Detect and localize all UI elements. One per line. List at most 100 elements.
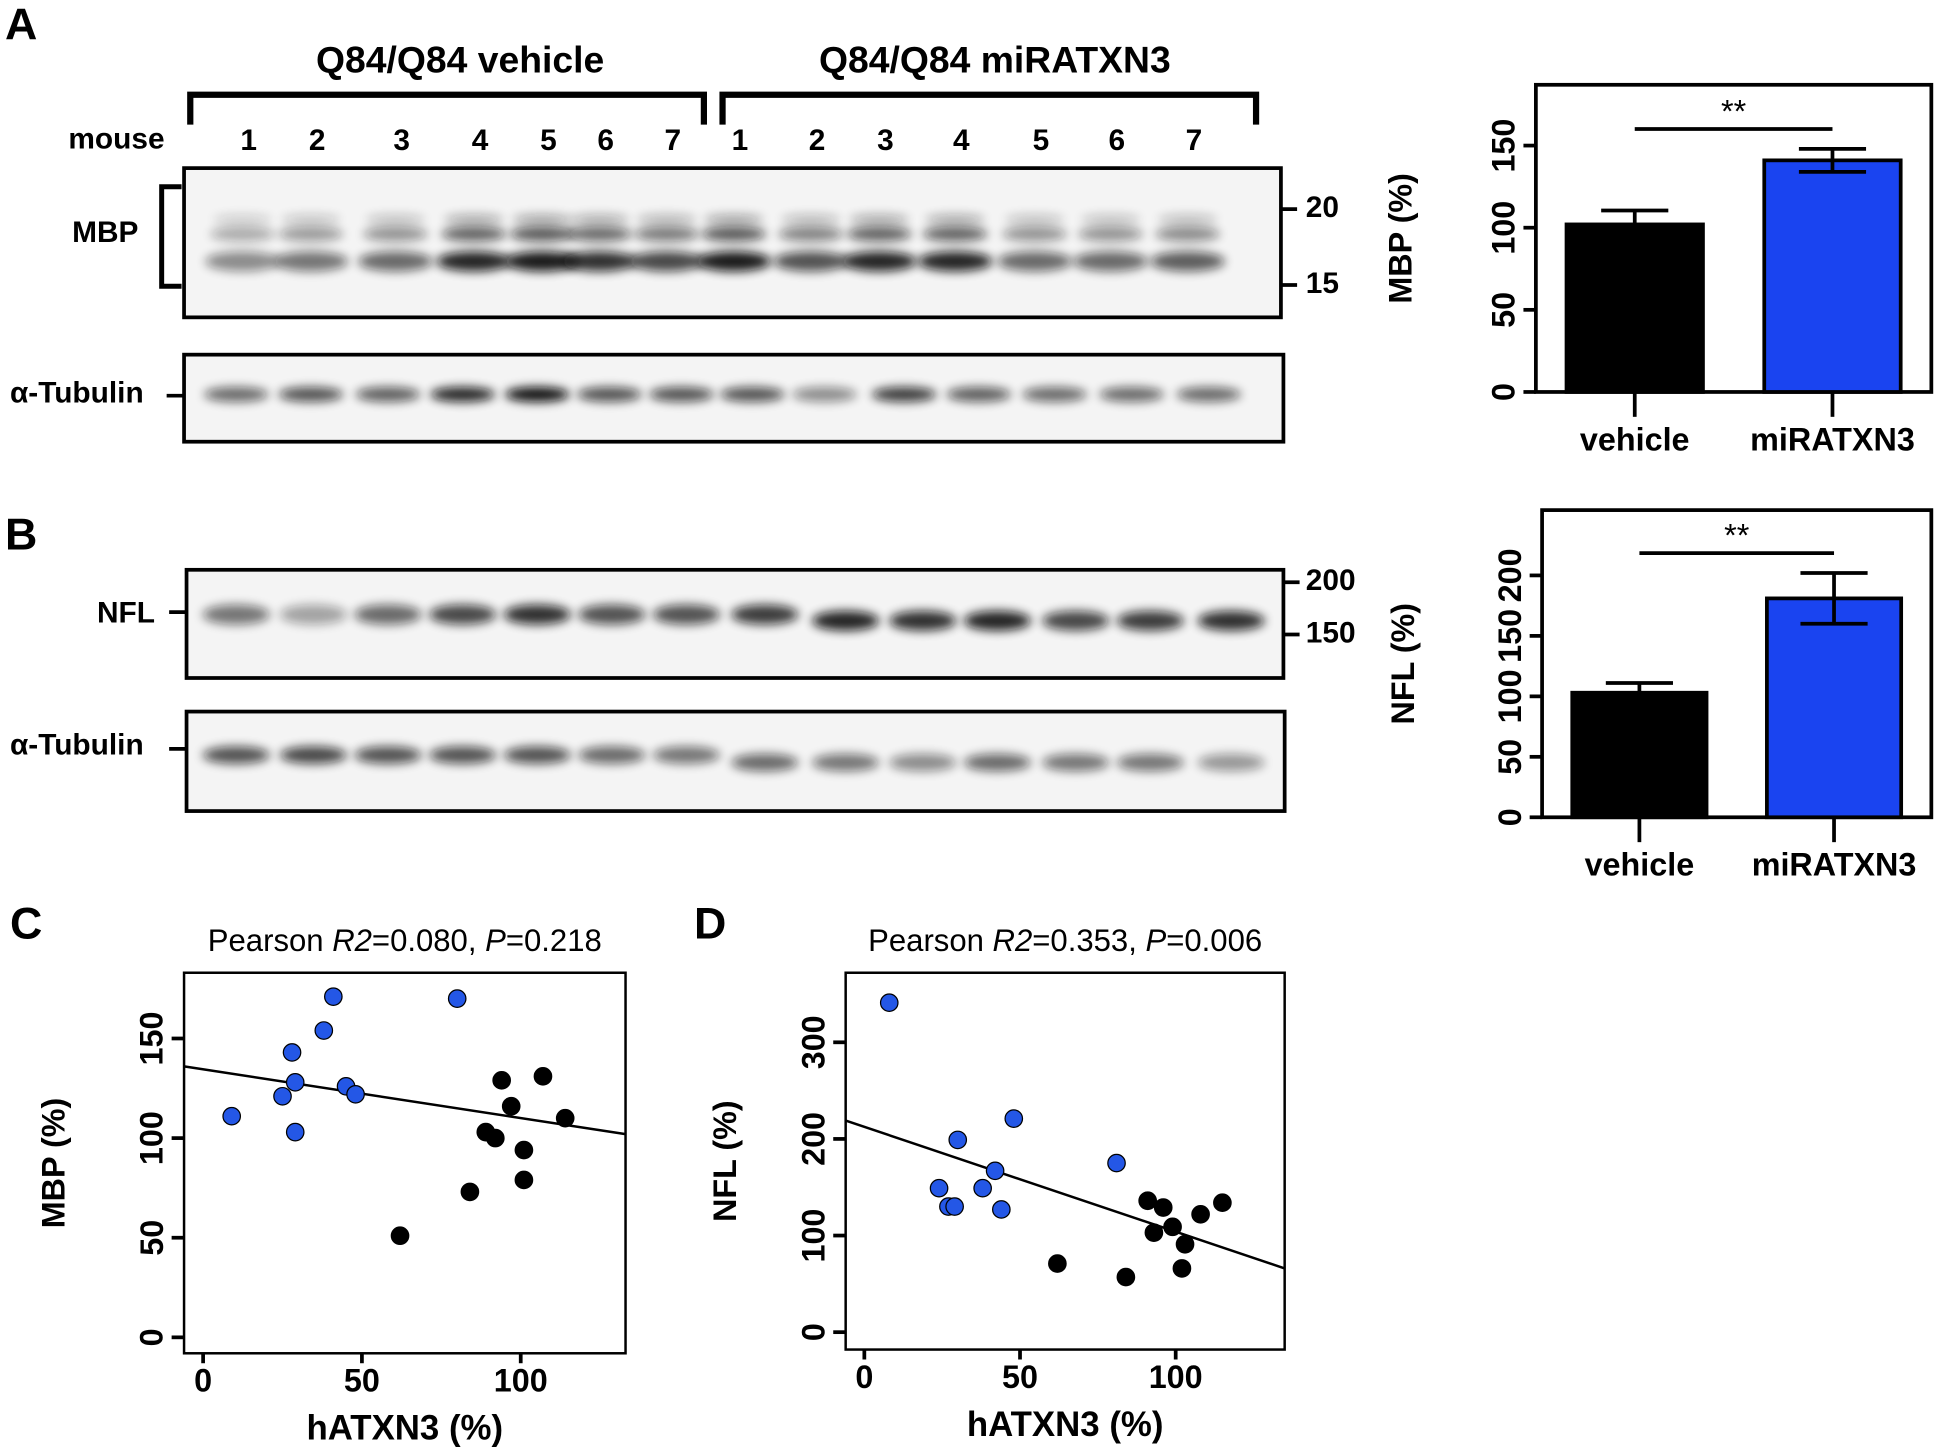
blot-band — [504, 386, 570, 402]
error-bar — [1800, 571, 1868, 626]
blot-band — [922, 226, 988, 242]
lane-label: 3 — [877, 124, 894, 157]
blot-band — [355, 386, 421, 402]
blot-band — [696, 251, 772, 272]
annotation-part: =0.353, — [1032, 923, 1145, 958]
blot-band — [649, 386, 714, 402]
blot-band — [1080, 214, 1141, 225]
blot-label: MBP — [72, 216, 138, 249]
y-tick-label: 50 — [134, 1220, 170, 1256]
blot-band — [1116, 753, 1184, 772]
y-axis-label: NFL (%) — [707, 1100, 743, 1222]
point — [1116, 1267, 1136, 1287]
marker-label: 200 — [1306, 564, 1356, 597]
y-tick-label: 100 — [1492, 669, 1528, 723]
point — [514, 1140, 534, 1160]
marker-label: 150 — [1306, 616, 1356, 649]
blot-band — [1004, 214, 1065, 225]
blot-band — [578, 746, 646, 764]
blot-band — [889, 610, 957, 631]
y-tick-label: 0 — [1486, 383, 1522, 401]
blot-band — [365, 214, 426, 225]
fit-line — [845, 1119, 1286, 1270]
lane-label: 5 — [540, 124, 557, 157]
bar — [1765, 596, 1904, 820]
point — [273, 1086, 292, 1106]
point — [985, 1161, 1005, 1181]
blot-band — [1197, 610, 1265, 631]
blot-band — [202, 604, 270, 625]
y-tick-label: 150 — [1492, 609, 1528, 663]
lane-label: 7 — [665, 124, 682, 157]
y-axis-label: MBP (%) — [36, 1098, 72, 1229]
y-axis-label: NFL (%) — [1385, 603, 1421, 725]
blot-band — [963, 610, 1031, 631]
blot-band — [577, 386, 642, 402]
marker-label: 20 — [1306, 191, 1339, 224]
y-tick-label: 0 — [795, 1323, 831, 1341]
lane-label: 6 — [1108, 124, 1125, 157]
point — [1175, 1234, 1195, 1254]
blot-band — [354, 604, 422, 625]
y-tick-label: 100 — [1486, 201, 1522, 255]
group-bracket — [719, 91, 1260, 125]
blot-band — [281, 214, 341, 225]
point — [992, 1200, 1011, 1219]
point — [324, 987, 343, 1006]
fit-line — [183, 1065, 626, 1136]
lane-label: 2 — [309, 124, 326, 157]
y-tick-label: 0 — [1492, 808, 1528, 826]
point — [879, 993, 899, 1013]
blot-band — [1022, 386, 1087, 402]
plot-frame — [844, 971, 1286, 1351]
blot-band — [202, 746, 270, 764]
blot-band — [279, 604, 347, 625]
y-tick-label: 200 — [1492, 548, 1528, 602]
blot-band — [1155, 226, 1220, 242]
point — [514, 1170, 534, 1190]
blot-band — [430, 386, 495, 402]
point — [1153, 1198, 1173, 1217]
blot-band — [946, 386, 1012, 402]
blot-band — [778, 226, 844, 242]
x-tick-label: 100 — [494, 1363, 548, 1399]
point — [1172, 1259, 1192, 1278]
error-bar — [1605, 681, 1673, 705]
annotation-part: =0.006 — [1166, 923, 1262, 958]
point — [485, 1128, 505, 1148]
annotation-part: R2 — [993, 923, 1033, 958]
blot-band — [503, 746, 571, 764]
annotation: Pearson R2=0.353, P=0.006 — [868, 923, 1262, 958]
point — [447, 989, 467, 1008]
y-tick-label: 50 — [1486, 292, 1522, 328]
point — [1144, 1223, 1164, 1242]
point — [460, 1182, 480, 1202]
lane-label: 4 — [472, 124, 489, 157]
x-tick-label: 50 — [1002, 1359, 1038, 1395]
blot-band — [1078, 226, 1143, 242]
blot-band — [1157, 214, 1218, 225]
blot-band — [1042, 610, 1110, 631]
lane-label: 3 — [393, 124, 410, 157]
x-axis-label: hATXN3 (%) — [967, 1405, 1164, 1444]
blot-band — [503, 604, 571, 625]
annotation-part: =0.218 — [506, 923, 602, 958]
lane-label: 1 — [732, 124, 749, 157]
blot-band — [1150, 251, 1225, 272]
point — [555, 1108, 575, 1128]
blot-band — [436, 251, 512, 272]
blot-bracket — [159, 184, 182, 289]
blot-label: α-Tubulin — [10, 728, 144, 761]
blot-band — [205, 251, 280, 272]
point — [222, 1106, 242, 1126]
blot-band — [212, 214, 273, 225]
plot-frame — [1540, 508, 1934, 820]
blot-band — [889, 753, 957, 772]
point — [314, 1021, 334, 1040]
blot-band — [203, 386, 269, 402]
significance-label: ** — [1721, 94, 1747, 130]
bar — [1564, 222, 1705, 394]
blot-band — [1073, 251, 1148, 272]
panel-letter: B — [5, 509, 37, 559]
lane-label: 4 — [953, 124, 970, 157]
